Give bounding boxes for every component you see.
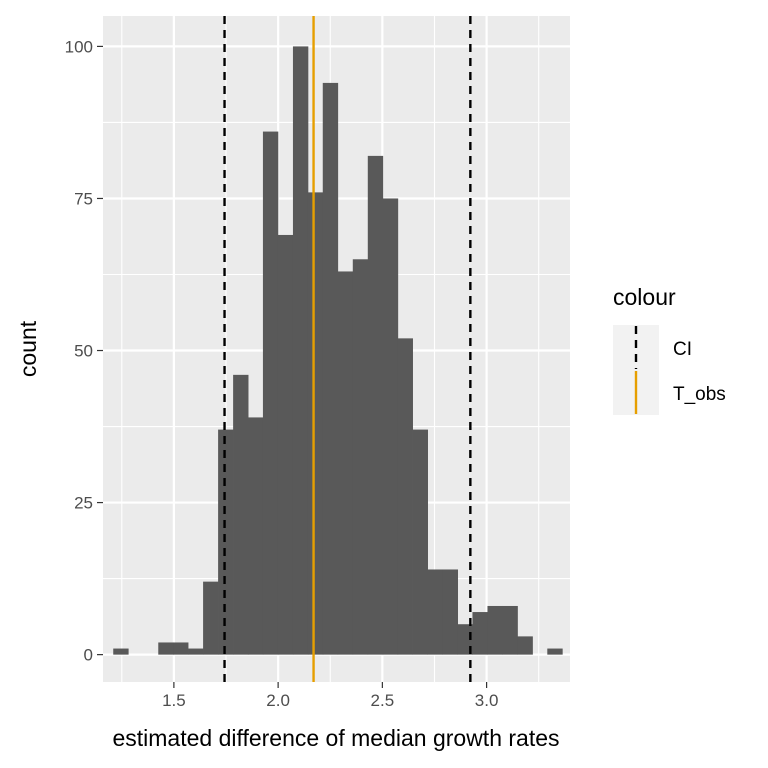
histogram-bars	[113, 46, 563, 655]
histogram-bar	[382, 198, 399, 655]
histogram-bar	[307, 192, 324, 655]
histogram-bar	[262, 131, 279, 655]
legend: colour CI T_obs	[613, 284, 726, 415]
y-tick-label: 25	[74, 494, 93, 513]
legend-title: colour	[613, 284, 676, 310]
y-tick-label: 100	[65, 37, 93, 56]
y-tick-label: 75	[74, 189, 93, 208]
histogram-bar	[113, 648, 129, 655]
histogram-bar	[502, 605, 518, 655]
x-tick-label: 2.0	[266, 691, 290, 710]
histogram-bar	[487, 605, 503, 655]
x-tick-label: 1.5	[162, 691, 186, 710]
histogram-bar	[277, 234, 294, 655]
histogram-bar	[203, 581, 219, 655]
y-axis-title: count	[15, 320, 41, 377]
histogram-bar	[397, 338, 413, 655]
histogram-bar	[352, 259, 369, 655]
histogram-bar	[367, 155, 384, 655]
legend-label: T_obs	[673, 384, 726, 405]
y-tick-label: 50	[74, 342, 93, 361]
legend-keys: CI T_obs	[634, 326, 726, 414]
histogram-bar	[292, 46, 309, 655]
x-axis-title: estimated difference of median growth ra…	[112, 725, 559, 751]
histogram-bar	[517, 636, 533, 655]
histogram-bar	[442, 569, 459, 655]
reference-lines	[223, 16, 472, 682]
histogram-bar	[472, 612, 488, 655]
y-axis-ticks: 0 25 50 75 100	[65, 37, 103, 665]
histogram-bar	[233, 374, 249, 655]
histogram-bar	[247, 417, 264, 655]
histogram-bar	[188, 648, 204, 655]
histogram-bar	[322, 82, 339, 655]
histogram-bar	[412, 429, 428, 655]
histogram-bar	[547, 648, 563, 655]
x-axis-ticks: 1.5 2.0 2.5 3.0	[162, 682, 498, 710]
legend-label: CI	[673, 339, 692, 360]
histogram-bar	[218, 429, 234, 655]
histogram-bar	[337, 271, 354, 655]
x-tick-label: 2.5	[371, 691, 395, 710]
x-tick-label: 3.0	[475, 691, 499, 710]
y-tick-label: 0	[84, 646, 93, 665]
histogram-bar	[427, 569, 443, 655]
histogram-bar	[173, 642, 189, 655]
histogram-bar	[158, 642, 174, 655]
